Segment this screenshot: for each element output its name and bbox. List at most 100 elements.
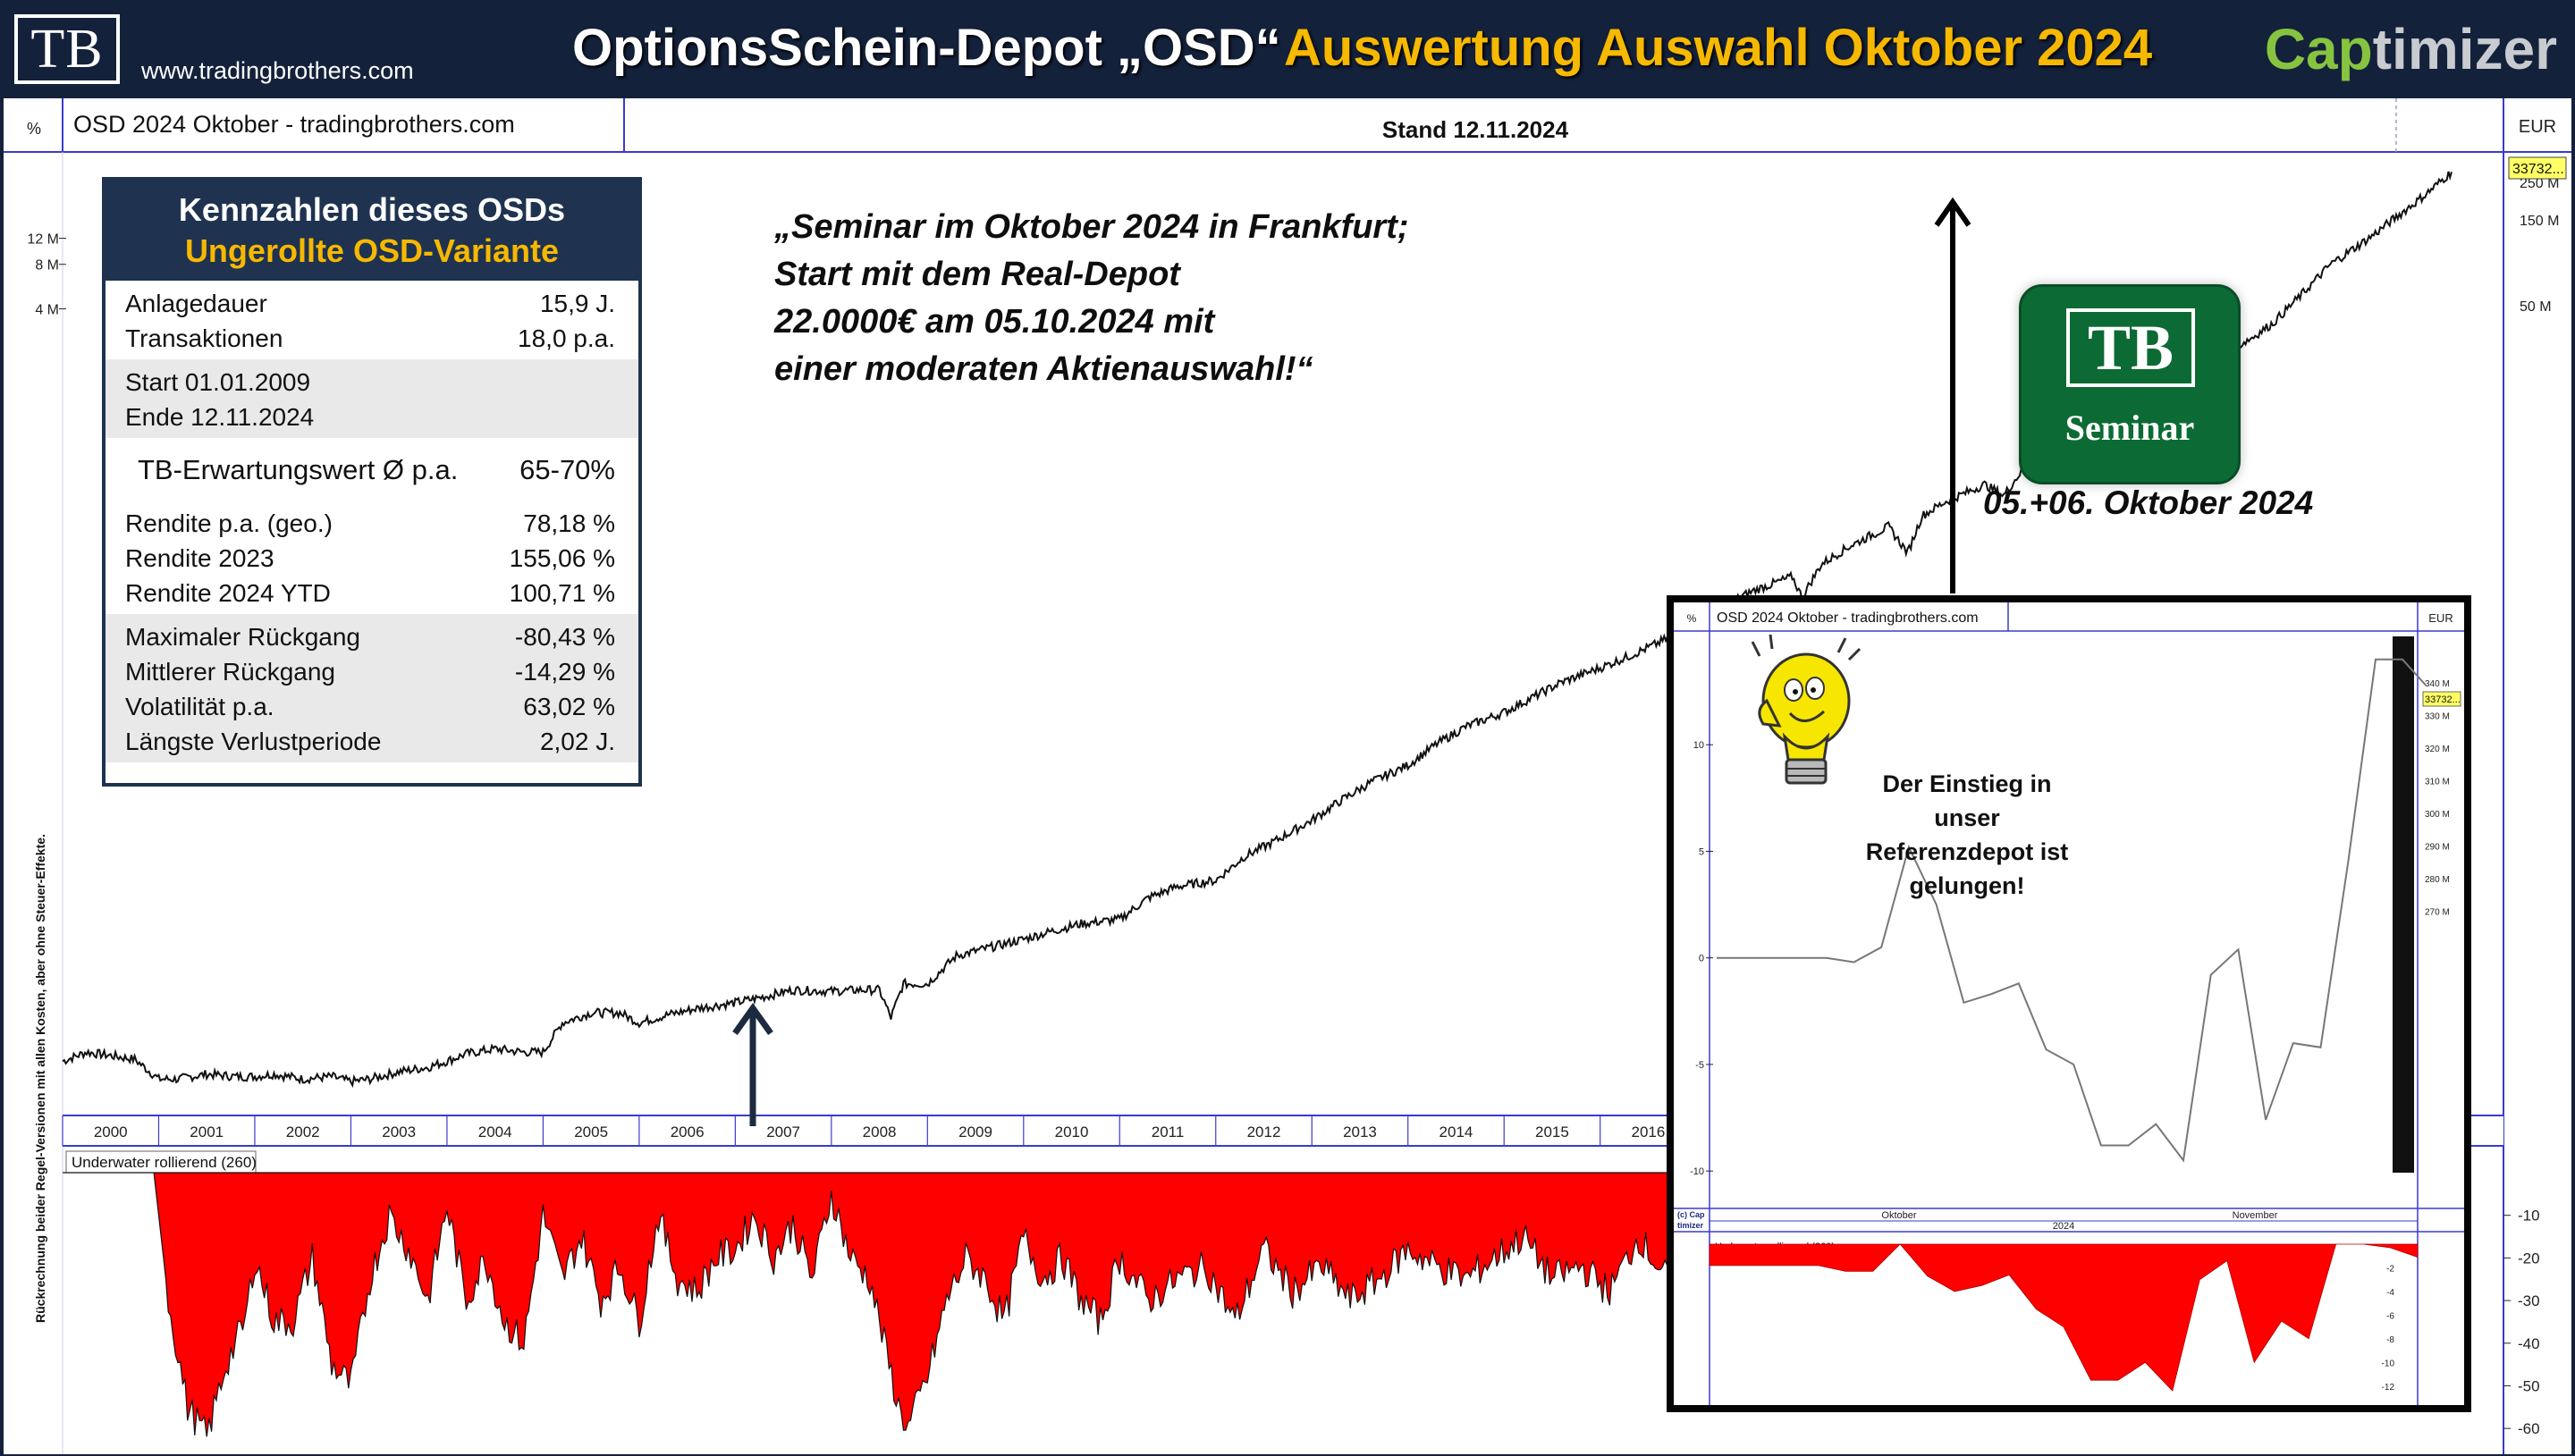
kpi-value: 78,18 % [523, 509, 615, 537]
kpi-label: TB-Erwartungswert Ø p.a. [138, 454, 459, 485]
quote-line: einer moderaten Aktienauswahl!“ [774, 350, 1313, 388]
year-tick-label: 2004 [478, 1124, 512, 1140]
year-tick-label: 2010 [1055, 1124, 1089, 1140]
kpi-label: Transaktionen [125, 324, 283, 352]
inset-right-bar [2393, 636, 2414, 1173]
tradingbrothers-logo[interactable]: TB [14, 14, 120, 84]
inset-chart-name: OSD 2024 Oktober - tradingbrothers.com [1717, 610, 1979, 626]
brand-part-2: timizer [2372, 17, 2557, 81]
kpi-value: 2,02 J. [539, 728, 615, 755]
inset-right-tick-label: 310 M [2425, 778, 2450, 787]
kpi-label: Maximaler Rückgang [125, 623, 360, 651]
kpi-value: 63,02 % [523, 693, 615, 720]
uw-tick-label: -20 [2518, 1250, 2540, 1267]
inset-left-ticks: 10 5 0 -5 -10 [1690, 740, 1713, 1177]
inset-month-label: Oktober [1881, 1210, 1916, 1221]
uw-tick-label: -10 [2518, 1208, 2540, 1225]
year-tick-label: 2006 [671, 1124, 705, 1140]
seminar-date: 05.+06. Oktober 2024 [1983, 484, 2314, 521]
kpi-row: Rendite p.a. (geo.) 78,18 % [125, 506, 615, 541]
inset-message: Der Einstieg in unser Referenzdepot ist … [1862, 767, 2073, 903]
inset-right-tick-label: 270 M [2425, 908, 2450, 918]
kpi-row: Rendite 2023 155,06 % [125, 541, 615, 576]
kpi-row: Start 01.01.2009 [125, 365, 615, 400]
inset-year-label: 2024 [2053, 1221, 2074, 1232]
arrow-up-icon [732, 1002, 773, 1126]
uw-tick-label: -30 [2518, 1292, 2540, 1309]
inset-left-tick-label: 10 [1693, 740, 1704, 751]
last-value-badge [2508, 156, 2567, 180]
year-tick-label: 2002 [286, 1124, 320, 1140]
kpi-value: 155,06 % [509, 544, 615, 572]
year-tick-label: 2001 [190, 1124, 224, 1140]
light-bulb-icon [1751, 634, 1862, 785]
inset-uw-tick-label: -2 [2386, 1264, 2394, 1274]
inset-right-tick-label: 330 M [2425, 712, 2450, 722]
right-tick-label: 250 M [2520, 176, 2559, 191]
kpi-row: Ende 12.11.2024 [125, 400, 615, 434]
inset-percent-symbol: % [1687, 612, 1697, 625]
inset-underwater-area [1709, 1243, 2419, 1392]
year-tick-label: 2011 [1152, 1124, 1185, 1140]
chart-name: OSD 2024 Oktober - tradingbrothers.com [73, 111, 515, 138]
seminar-badge[interactable]: TB Seminar [2019, 284, 2241, 484]
currency-label: EUR [2519, 117, 2556, 137]
kpi-value: 18,0 p.a. [518, 324, 615, 352]
kpi-group-duration: Anlagedauer 15,9 J. Transaktionen 18,0 p.a… [106, 281, 638, 359]
kpi-row: Rendite 2024 YTD 100,71 % [125, 576, 615, 610]
kpi-label: Volatilität p.a. [125, 693, 274, 720]
left-axis-ticks: 12 M 8 M 4 M [27, 232, 66, 318]
inset-chart-panel: % OSD 2024 Oktober - tradingbrothers.com… [1667, 595, 2471, 1412]
main-chart-svg: % OSD 2024 Oktober - tradingbrothers.com… [4, 98, 2571, 1454]
inset-badge-text: 33732... [2425, 694, 2461, 705]
quote-line: Start mit dem Real-Depot [774, 256, 1180, 293]
kpi-value: 100,71 % [509, 579, 615, 607]
year-tick-label: 2013 [1343, 1124, 1377, 1140]
kpi-label: Anlagedauer [125, 290, 267, 317]
kpi-header: Kennzahlen dieses OSDs Ungerollte OSD-Va… [106, 181, 638, 281]
quote-line: „Seminar im Oktober 2024 in Frankfurt; [774, 208, 1409, 246]
kpi-row: Längste Verlustperiode 2,02 J. [125, 724, 615, 759]
inset-uw-tick-label: -4 [2386, 1288, 2394, 1298]
site-url-link[interactable]: www.tradingbrothers.com [141, 57, 414, 84]
underwater-axis-ticks: -10 -20 -30 -40 -50 -60 [2503, 1208, 2540, 1437]
year-tick-label: 2016 [1632, 1124, 1666, 1140]
inset-uw-tick-label: -10 [2382, 1359, 2395, 1368]
uw-tick-label: -40 [2518, 1335, 2540, 1352]
inset-underwater-ticks: -2 -4 -6 -8 -10 -12 [2382, 1264, 2395, 1392]
kpi-label: Rendite 2023 [125, 544, 274, 572]
side-note: Rückrechnung beider Regel-Versionen mit … [33, 834, 47, 1323]
inset-right-tick-label: 280 M [2425, 875, 2450, 885]
kpi-row: Anlagedauer 15,9 J. [125, 286, 615, 321]
kpi-label: Ende 12.11.2024 [125, 403, 315, 431]
inset-badge [2422, 691, 2461, 707]
inset-uw-tick-label: -6 [2386, 1311, 2394, 1321]
kpi-panel: Kennzahlen dieses OSDs Ungerollte OSD-Va… [102, 177, 642, 787]
inset-left-tick-label: 0 [1699, 954, 1704, 964]
inset-message-line: Der Einstieg in unser [1882, 770, 2052, 831]
chart-header-strip [4, 98, 2571, 152]
kpi-group-expectation: TB-Erwartungswert Ø p.a. 65-70% [106, 438, 638, 501]
kpi-label: Start 01.01.2009 [125, 368, 311, 396]
kpi-group-risk: Maximaler Rückgang -80,43 % Mittlerer Rüc… [106, 614, 638, 762]
year-tick-label: 2015 [1535, 1124, 1569, 1140]
captimizer-brand: Captimizer [2265, 16, 2557, 82]
kpi-label: Rendite 2024 YTD [125, 579, 331, 607]
inset-message-line: gelungen! [1909, 872, 2025, 899]
last-value-badge-text: 33732... [2512, 162, 2564, 177]
kpi-label: Längste Verlustperiode [125, 728, 382, 755]
year-tick-label: 2014 [1439, 1124, 1473, 1140]
left-tick-label: 8 M [35, 258, 59, 274]
left-tick-label: 4 M [35, 303, 59, 318]
inset-month-label: November [2233, 1210, 2278, 1221]
kpi-subtitle: Ungerollte OSD-Variante [184, 232, 560, 269]
main-subtitle: Auswertung Auswahl Oktober 2024 [1284, 19, 2153, 77]
brand-part-1: Cap [2264, 17, 2373, 81]
inset-chart-svg: % OSD 2024 Oktober - tradingbrothers.com… [1674, 602, 2464, 1405]
year-tick-label: 2009 [958, 1124, 992, 1140]
year-tick-label: 2000 [94, 1124, 128, 1140]
inset-corner-l2: timizer [1677, 1221, 1704, 1230]
right-tick-label: 50 M [2520, 299, 2552, 315]
underwater-label-box [65, 1150, 257, 1174]
inset-uw-tick-label: -12 [2382, 1383, 2395, 1393]
